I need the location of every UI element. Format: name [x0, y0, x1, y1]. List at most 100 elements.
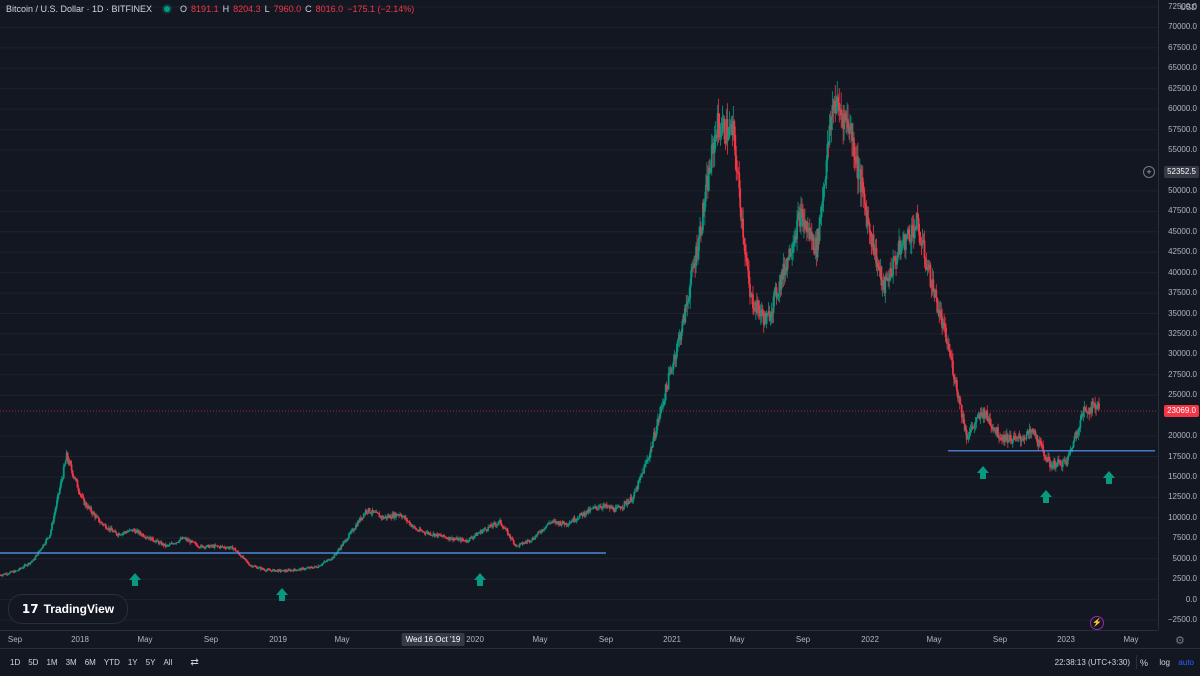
candle-body: [898, 240, 900, 253]
settings-gear-icon[interactable]: ⚙: [1175, 635, 1185, 647]
candle-body: [191, 540, 194, 542]
candle-body: [1061, 460, 1064, 468]
candle-body: [444, 536, 446, 538]
candle-body: [694, 263, 696, 267]
candle-body: [171, 543, 174, 544]
candle-body: [220, 546, 223, 547]
candle-body: [1027, 430, 1030, 434]
candle-body: [327, 559, 330, 561]
lightning-icon[interactable]: ⚡: [1090, 616, 1104, 630]
add-alert-plus-icon[interactable]: +: [1143, 165, 1155, 178]
range-button-all[interactable]: All: [163, 658, 173, 667]
candle-body: [19, 567, 22, 569]
candle-body: [297, 570, 299, 571]
percent-button[interactable]: %: [1139, 657, 1148, 668]
currency-selector[interactable]: USD: [1180, 3, 1197, 12]
candle-body: [1008, 434, 1011, 441]
chart-area[interactable]: [0, 0, 1158, 630]
candle-body: [90, 507, 93, 512]
candle-body: [450, 539, 452, 541]
range-button-5y[interactable]: 5Y: [145, 658, 156, 667]
candle-body: [432, 533, 435, 536]
time-tick-label: Sep: [203, 635, 219, 644]
candle-body: [1052, 464, 1054, 468]
candle-body: [769, 317, 772, 321]
candle-body: [208, 546, 211, 548]
candle-body: [57, 493, 60, 495]
candle-body: [691, 267, 694, 271]
goto-date-icon[interactable]: ⇄: [190, 657, 199, 668]
candle-body: [680, 332, 683, 341]
candle-body: [645, 462, 647, 464]
candle-body: [753, 308, 755, 311]
candle-body: [370, 513, 373, 515]
candle-body: [267, 569, 270, 570]
candle-body: [648, 458, 650, 460]
range-button-6m[interactable]: 6M: [84, 658, 96, 667]
range-button-1m[interactable]: 1M: [46, 658, 58, 667]
symbol-title[interactable]: Bitcoin / U.S. Dollar · 1D · BITFINEX: [6, 4, 153, 14]
candle-body: [173, 543, 176, 545]
change-value: −175.1 (−2.14%): [347, 4, 415, 14]
candle-body: [1080, 413, 1083, 421]
auto-button[interactable]: auto: [1178, 658, 1194, 667]
candle-body: [473, 535, 476, 537]
candle-body: [192, 541, 195, 543]
candle-body: [718, 126, 721, 138]
candle-body: [793, 242, 796, 245]
candle-body: [708, 167, 711, 173]
candle-body: [187, 539, 190, 542]
range-button-3m[interactable]: 3M: [65, 658, 77, 667]
candle-body: [438, 533, 441, 536]
range-button-1y[interactable]: 1Y: [127, 658, 138, 667]
candle-body: [65, 452, 68, 461]
candle-body: [855, 155, 858, 164]
candle-body: [506, 530, 509, 535]
candle-body: [847, 119, 849, 128]
price-tick-label: 27500.0: [1168, 369, 1197, 379]
range-button-1d[interactable]: 1D: [10, 658, 21, 667]
candle-body: [205, 545, 208, 547]
log-button[interactable]: log: [1159, 658, 1170, 667]
candle-body: [49, 534, 51, 538]
range-button-5d[interactable]: 5D: [28, 658, 39, 667]
market-status-icon[interactable]: [164, 6, 171, 12]
candle-body: [217, 546, 220, 548]
candle-body: [1088, 413, 1091, 415]
tradingview-logo[interactable]: 17 TradingView: [8, 594, 128, 624]
candle-body: [834, 100, 837, 114]
candle-body: [984, 416, 987, 419]
candle-body: [777, 293, 780, 297]
candle-body: [627, 502, 630, 504]
candle-body: [278, 569, 281, 571]
candle-body: [454, 539, 457, 540]
candle-body: [341, 545, 344, 547]
candle-body: [598, 507, 600, 509]
candle-body: [536, 533, 539, 536]
candle-body: [597, 507, 599, 509]
candle-body: [696, 246, 698, 259]
candle-body: [404, 517, 407, 519]
candle-body: [844, 113, 846, 115]
candle-body: [96, 515, 98, 517]
candle-body: [331, 557, 334, 560]
candle-body: [162, 543, 165, 546]
candle-body: [379, 515, 382, 518]
candle-body: [293, 568, 296, 572]
clock[interactable]: 22:38:13 (UTC+3:30): [1054, 658, 1130, 667]
candle-body: [39, 549, 42, 552]
candle-body: [1055, 462, 1058, 467]
candlestick-chart[interactable]: [0, 0, 1158, 630]
price-axis[interactable]: USD 72500.0 70000.0 67500.0 65000.0 62500.0 6…: [1143, 0, 1200, 630]
candle-body: [160, 541, 163, 546]
candle-body: [1001, 439, 1003, 441]
time-axis[interactable]: Sep 2018 May Sep 2019 May 2020 May Sep 2021 May Sep…: [0, 630, 1158, 649]
candle-body: [613, 510, 616, 512]
candle-body: [949, 349, 951, 357]
range-button-ytd[interactable]: YTD: [103, 658, 120, 667]
candle-body: [703, 202, 705, 212]
candle-body: [1006, 434, 1009, 443]
candle-body: [402, 516, 404, 518]
candle-body: [714, 134, 717, 136]
candle-body: [693, 263, 696, 268]
